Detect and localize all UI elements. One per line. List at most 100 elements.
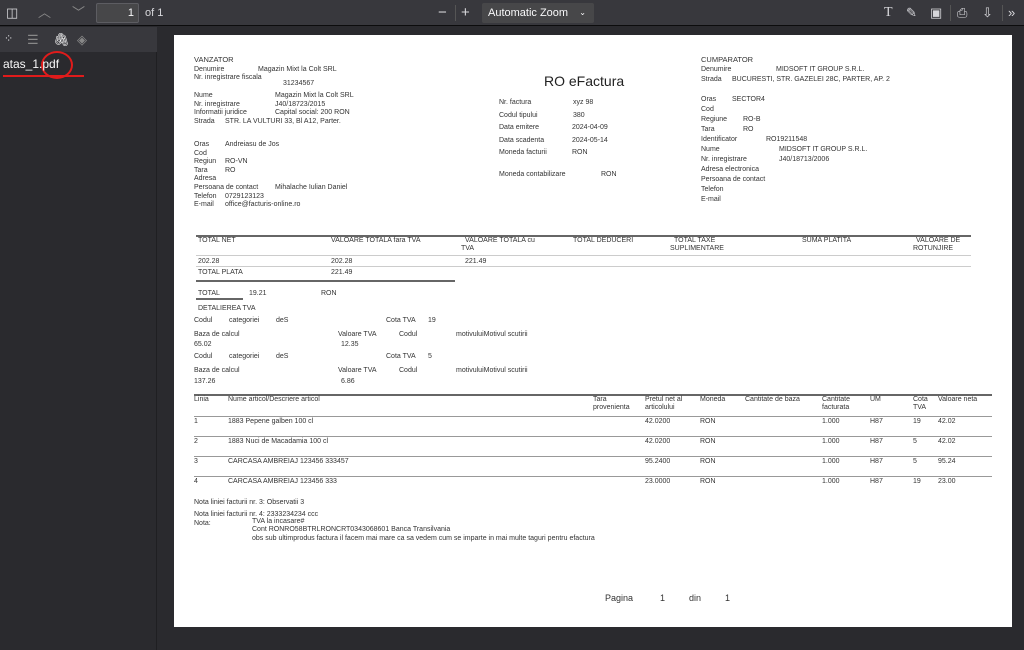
value: Mihalache Iulian Daniel xyxy=(275,184,348,191)
divider xyxy=(194,394,992,396)
minus-icon[interactable]: − xyxy=(438,4,447,21)
zoom-select[interactable]: Automatic Zoom ⌄ xyxy=(482,3,594,23)
sidebar-toolbar: ⁘ ☰ 🖇 ◈ xyxy=(0,27,157,52)
label: Strada xyxy=(701,76,722,83)
cell-cant: 1.000 xyxy=(822,478,840,485)
value: SECTOR4 xyxy=(732,96,765,103)
cell-cota: 19 xyxy=(913,478,921,485)
label: Moneda contabilizare xyxy=(499,171,566,178)
label: Codul xyxy=(399,367,418,374)
cell-cota: 19 xyxy=(913,418,921,425)
column-header: Cantitate facturata xyxy=(822,396,851,411)
label: categoriei xyxy=(229,353,260,360)
cell-cant: 1.000 xyxy=(822,458,840,465)
header: SUPLIMENTARE xyxy=(670,245,724,252)
divider xyxy=(196,266,971,267)
label: Valoare TVA xyxy=(338,367,377,374)
outline-icon[interactable]: ☰ xyxy=(27,32,39,47)
attachment-item[interactable]: atas_1.pdf xyxy=(3,57,60,71)
cell-nume: 1883 Pepene galben 100 cl xyxy=(228,418,314,425)
line-note: Nota liniei facturii nr. 3: Observatii 3 xyxy=(194,499,305,506)
chevron-down-icon[interactable]: ﹀ xyxy=(72,5,86,20)
label: Cota TVA xyxy=(386,353,416,360)
value: MIDSOFT IT GROUP S.R.L. xyxy=(776,66,865,73)
value: 221.49 xyxy=(331,269,353,276)
buyer-heading: CUMPARATOR xyxy=(701,55,754,64)
page-number-input[interactable]: 1 xyxy=(96,3,139,23)
cell-pret: 95.2400 xyxy=(645,458,671,465)
invoice-title: RO eFactura xyxy=(544,73,625,89)
label: Denumire xyxy=(701,66,732,73)
column-header: Cota TVA xyxy=(913,396,928,411)
plus-icon[interactable]: + xyxy=(461,4,470,21)
cell-pret: 42.0200 xyxy=(645,418,671,425)
value: 65.02 xyxy=(194,341,212,348)
cell-val: 42.02 xyxy=(938,438,956,445)
row-divider xyxy=(194,476,992,477)
attachments-icon[interactable]: 🖇 xyxy=(53,32,70,47)
label: Cota TVA xyxy=(386,317,416,324)
cell-moneda: RON xyxy=(700,418,716,425)
text-icon[interactable]: T xyxy=(884,5,893,20)
pdf-page xyxy=(174,35,1012,627)
value: RO xyxy=(225,167,236,174)
value: xyz 98 xyxy=(573,99,594,106)
label: Informatii juridice xyxy=(194,109,247,116)
label: Codul xyxy=(194,353,213,360)
draw-icon[interactable]: ✎ xyxy=(906,5,917,20)
column-header: Linia xyxy=(194,396,209,403)
cell-cota: 5 xyxy=(913,458,917,465)
label: Moneda facturii xyxy=(499,149,547,156)
value: Magazin Mixt la Colt SRL xyxy=(275,92,354,99)
chevron-up-icon[interactable]: ︿ xyxy=(38,5,52,20)
toolbar: ◫ ︿ ﹀ 1 of 1 − + Automatic Zoom ⌄ T ✎ ▣ ⎙… xyxy=(0,0,1024,26)
label: Oras xyxy=(194,141,210,148)
value: 19 xyxy=(428,317,436,324)
label: deS xyxy=(276,317,289,324)
label: deS xyxy=(276,353,289,360)
label: Cod xyxy=(194,150,207,157)
value: office@facturis-online.ro xyxy=(225,201,301,208)
save-icon[interactable]: ⇩ xyxy=(982,5,993,20)
value: RO-VN xyxy=(225,158,248,165)
label: categoriei xyxy=(229,317,260,324)
image-icon[interactable]: ▣ xyxy=(930,5,943,20)
print-icon[interactable]: ⎙ xyxy=(957,5,968,20)
cell-val: 95.24 xyxy=(938,458,956,465)
cell-moneda: RON xyxy=(700,478,716,485)
header: VALOARE TOTALA cu xyxy=(465,237,535,244)
value: MIDSOFT IT GROUP S.R.L. xyxy=(779,146,868,153)
cell-moneda: RON xyxy=(700,438,716,445)
header: TOTAL NET xyxy=(198,237,236,244)
header: TOTAL DEDUCERI xyxy=(573,237,634,244)
value: Capital social: 200 RON xyxy=(275,109,350,116)
cell-pret: 42.0200 xyxy=(645,438,671,445)
page-label: Pagina xyxy=(605,593,634,603)
layers-icon[interactable]: ◈ xyxy=(77,32,87,47)
cell-linia: 2 xyxy=(194,438,198,445)
row-divider xyxy=(194,416,992,417)
sidebar: ⁘ ☰ 🖇 ◈ atas_1.pdf xyxy=(0,27,157,650)
seller-heading: VANZATOR xyxy=(194,55,234,64)
label: E-mail xyxy=(701,196,721,203)
header: VALOARE DE xyxy=(916,237,961,244)
divider xyxy=(196,235,971,237)
label: motivuluiMotivul scutirii xyxy=(456,331,528,338)
label: motivuluiMotivul scutirii xyxy=(456,367,528,374)
label: Codul xyxy=(399,331,418,338)
cell-linia: 4 xyxy=(194,478,198,485)
label: Oras xyxy=(701,96,717,103)
thumbnails-icon[interactable]: ⁘ xyxy=(4,33,14,45)
label: Nr. inregistrare fiscala xyxy=(194,74,262,81)
header: TVA xyxy=(461,245,475,252)
sidebar-toggle-icon[interactable]: ◫ xyxy=(6,5,19,20)
chevron-down-icon: ⌄ xyxy=(579,8,586,17)
page-total: of 1 xyxy=(145,7,164,19)
more-icon[interactable]: » xyxy=(1008,5,1016,20)
value: RON xyxy=(572,149,588,156)
value: J40/18713/2006 xyxy=(779,156,830,163)
value: RO19211548 xyxy=(766,136,808,143)
highlight-underline xyxy=(3,75,84,77)
cell-nume: CARCASA AMBREIAJ 123456 333 xyxy=(228,478,337,485)
value: 6.86 xyxy=(341,378,355,385)
